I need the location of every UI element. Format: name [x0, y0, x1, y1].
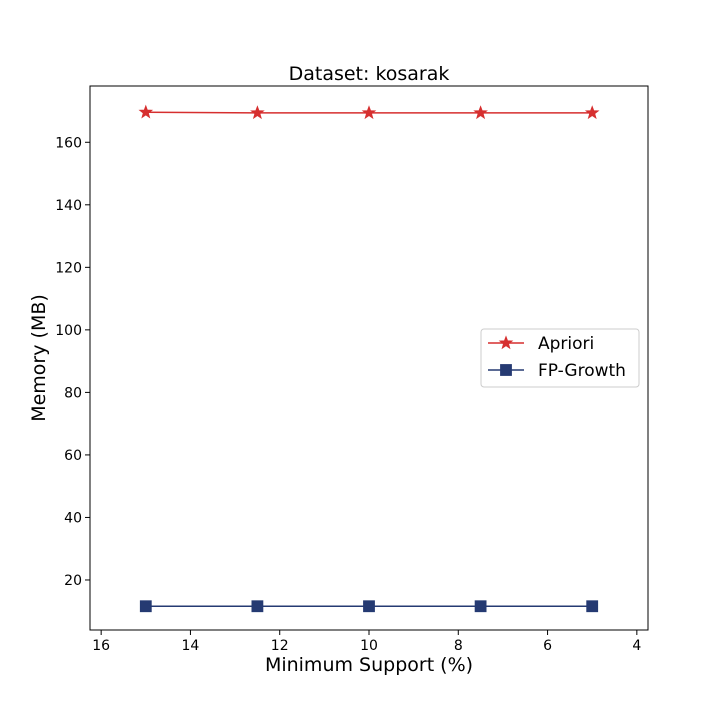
data-point-apriori: [584, 105, 600, 120]
y-axis-ticks: 20 40 60 80 100 120 140 160: [55, 135, 90, 589]
legend-marker-apriori: [498, 335, 514, 350]
chart-title: Dataset: kosarak: [289, 63, 450, 85]
legend-label-apriori: Apriori: [538, 334, 594, 354]
y-tick-label: 100: [55, 323, 82, 339]
data-point-apriori: [250, 105, 265, 120]
data-point-fp-growth: [363, 600, 375, 613]
y-tick-label: 40: [64, 510, 82, 526]
y-axis-label: Memory (MB): [28, 294, 50, 422]
y-tick-label: 140: [55, 198, 82, 214]
data-point-fp-growth: [139, 600, 152, 613]
x-axis-ticks: 16 14 12 10 8 6 4: [92, 630, 641, 654]
x-tick-label: 8: [454, 638, 463, 654]
data-point-apriori: [138, 104, 154, 119]
x-tick-label: 10: [360, 638, 378, 654]
x-tick-label: 6: [543, 638, 552, 654]
data-point-fp-growth: [586, 600, 599, 613]
series-layer: [138, 104, 600, 613]
y-tick-label: 60: [64, 448, 82, 464]
x-tick-label: 16: [92, 638, 110, 654]
data-point-fp-growth: [251, 600, 264, 613]
data-point-fp-growth: [474, 600, 487, 613]
x-tick-label: 4: [632, 638, 641, 654]
data-point-apriori: [473, 105, 488, 120]
data-point-apriori: [361, 105, 377, 120]
y-tick-label: 80: [64, 385, 82, 401]
x-tick-label: 14: [182, 638, 200, 654]
y-tick-label: 160: [55, 135, 82, 151]
legend: Apriori FP-Growth: [480, 328, 640, 388]
x-axis-label: Minimum Support (%): [265, 654, 473, 676]
legend-label-fp-growth: FP-Growth: [538, 361, 626, 381]
x-tick-label: 12: [271, 638, 289, 654]
legend-marker-fp-growth: [500, 364, 512, 376]
y-tick-label: 20: [64, 573, 82, 589]
y-tick-label: 120: [55, 260, 82, 276]
